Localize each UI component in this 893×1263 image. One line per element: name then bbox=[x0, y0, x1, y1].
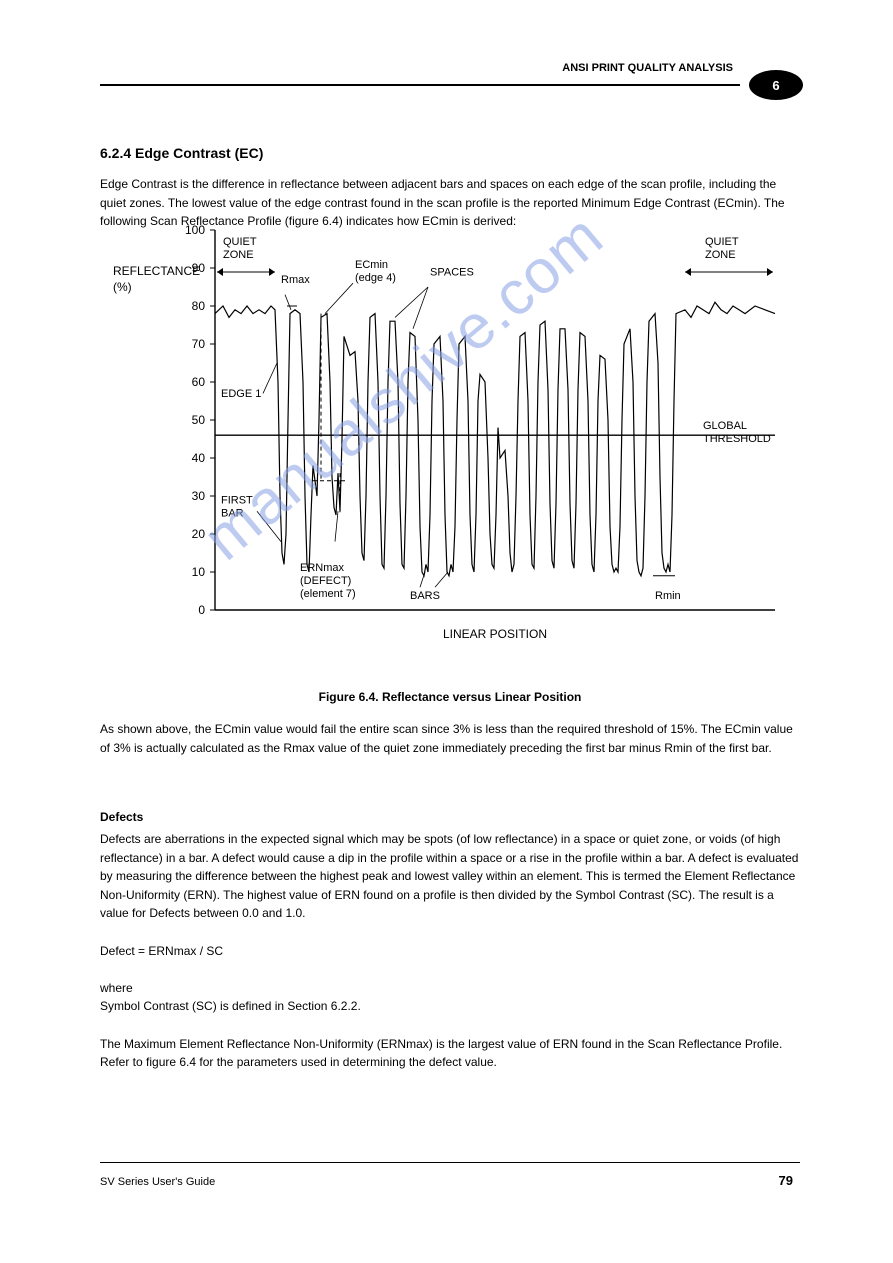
svg-text:10: 10 bbox=[192, 565, 206, 579]
svg-text:ZONE: ZONE bbox=[223, 249, 254, 261]
svg-text:ECmin: ECmin bbox=[355, 259, 388, 271]
svg-text:THRESHOLD: THRESHOLD bbox=[703, 433, 771, 445]
svg-text:BAR: BAR bbox=[221, 508, 244, 520]
svg-text:REFLECTANCE: REFLECTANCE bbox=[113, 264, 200, 278]
svg-text:LINEAR POSITION: LINEAR POSITION bbox=[443, 627, 547, 641]
svg-text:QUIET: QUIET bbox=[705, 236, 739, 248]
reflectance-chart: 0102030405060708090100REFLECTANCE(%)LINE… bbox=[105, 210, 785, 670]
paragraph-defects: Defects are aberrations in the expected … bbox=[100, 830, 800, 1072]
svg-text:ERNmax: ERNmax bbox=[300, 562, 345, 574]
svg-text:(DEFECT): (DEFECT) bbox=[300, 575, 351, 587]
footer-page-number: 79 bbox=[779, 1173, 793, 1188]
svg-text:(edge 4): (edge 4) bbox=[355, 272, 396, 284]
svg-text:(%): (%) bbox=[113, 280, 132, 294]
svg-text:ZONE: ZONE bbox=[705, 249, 736, 261]
footer-rule bbox=[100, 1162, 800, 1163]
heading-defects: Defects bbox=[100, 810, 143, 824]
svg-text:70: 70 bbox=[192, 337, 206, 351]
svg-text:FIRST: FIRST bbox=[221, 495, 253, 507]
svg-text:GLOBAL: GLOBAL bbox=[703, 420, 747, 432]
svg-text:BARS: BARS bbox=[410, 590, 440, 602]
svg-text:20: 20 bbox=[192, 527, 206, 541]
svg-text:100: 100 bbox=[185, 223, 205, 237]
svg-text:Rmin: Rmin bbox=[655, 590, 681, 602]
svg-text:(element 7): (element 7) bbox=[300, 588, 356, 600]
svg-text:40: 40 bbox=[192, 451, 206, 465]
svg-text:30: 30 bbox=[192, 489, 206, 503]
svg-text:0: 0 bbox=[198, 603, 205, 617]
chapter-title: ANSI PRINT QUALITY ANALYSIS bbox=[562, 62, 733, 74]
footer-doc-title: SV Series User's Guide bbox=[100, 1176, 215, 1188]
svg-text:SPACES: SPACES bbox=[430, 267, 474, 279]
svg-text:Rmax: Rmax bbox=[281, 274, 310, 286]
chapter-number: 6 bbox=[772, 78, 779, 93]
chapter-badge: 6 bbox=[749, 70, 803, 100]
figure-caption: Figure 6.4. Reflectance versus Linear Po… bbox=[100, 690, 800, 704]
svg-text:60: 60 bbox=[192, 375, 206, 389]
svg-text:50: 50 bbox=[192, 413, 206, 427]
paragraph-ecmin: As shown above, the ECmin value would fa… bbox=[100, 720, 800, 757]
section-heading: 6.2.4 Edge Contrast (EC) bbox=[100, 145, 263, 161]
svg-text:QUIET: QUIET bbox=[223, 236, 257, 248]
svg-text:80: 80 bbox=[192, 299, 206, 313]
svg-text:EDGE 1: EDGE 1 bbox=[221, 388, 261, 400]
header-rule bbox=[100, 84, 740, 86]
chart-svg: 0102030405060708090100REFLECTANCE(%)LINE… bbox=[105, 210, 785, 670]
